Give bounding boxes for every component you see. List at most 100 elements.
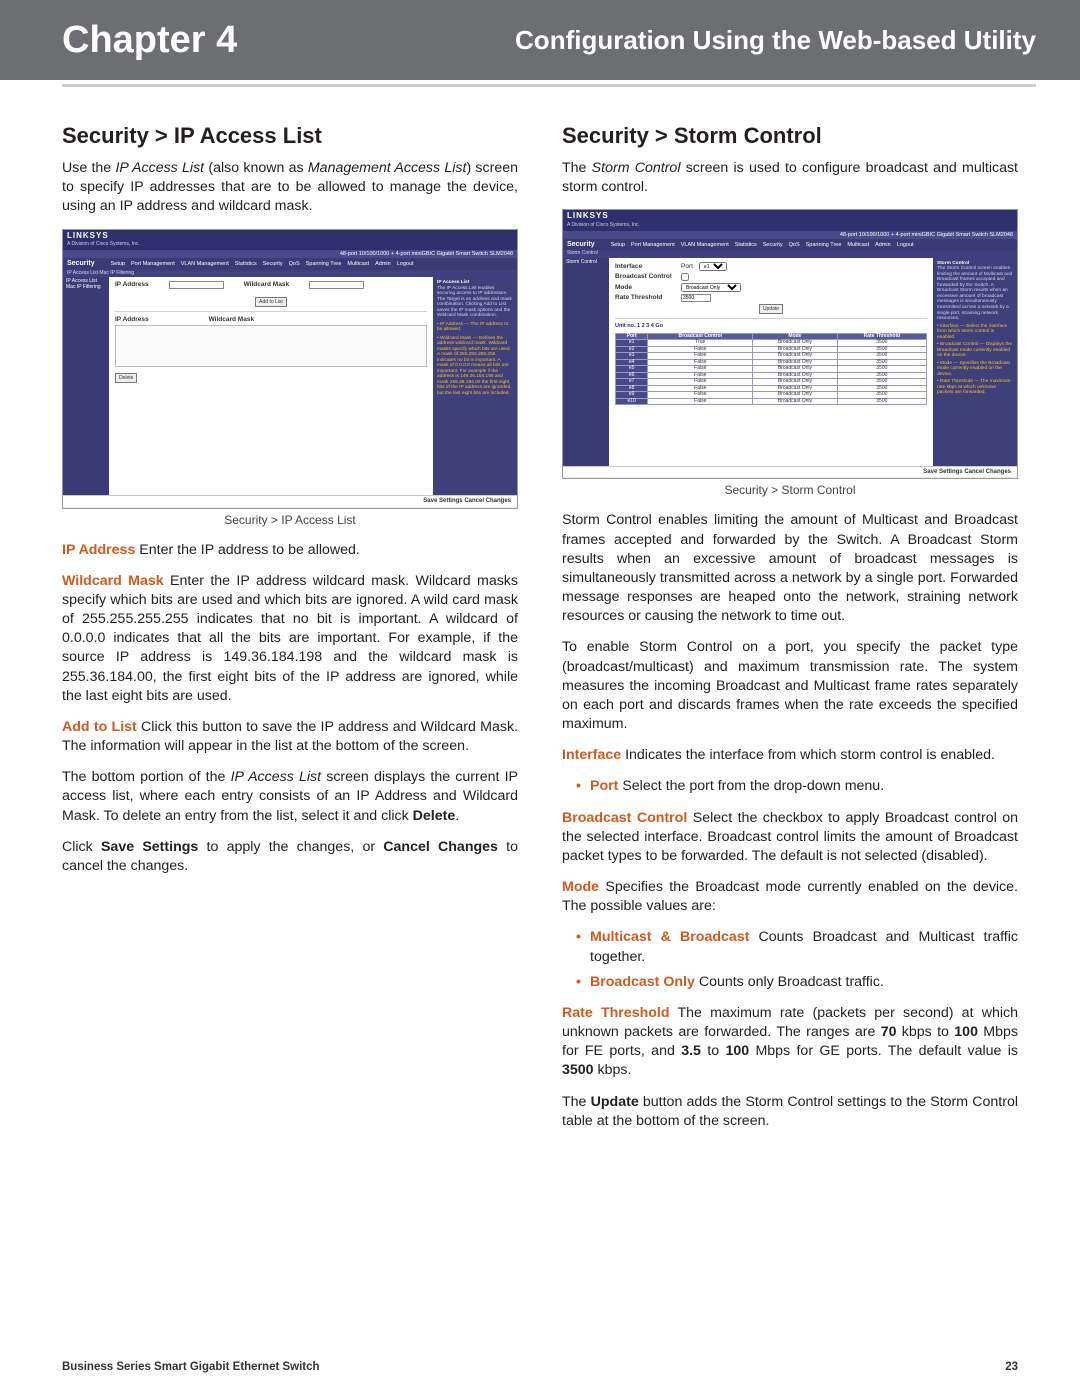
para-wildcard-mask: Wildcard Mask Enter the IP address wildc… (62, 572, 518, 706)
mock-footer-buttons[interactable]: Save Settings Cancel Changes (563, 466, 1017, 478)
mock-storm-table: Port Broadcast Control Mode Rate Thresho… (615, 333, 927, 406)
mock-label: Interface (615, 263, 675, 270)
header-rule (62, 84, 1036, 87)
intro-paragraph-sc: The Storm Control screen is used to conf… (562, 159, 1018, 197)
text: . (455, 808, 459, 824)
mock-table-row: e10FalseBroadcast Only3500 (616, 398, 927, 405)
mock-add-button[interactable]: Add to List (255, 297, 287, 307)
term-label: Interface (562, 747, 621, 763)
para-sc-enable: To enable Storm Control on a port, you s… (562, 638, 1018, 734)
mock-port-select[interactable]: e1 (699, 262, 727, 271)
figure-storm-control: LINKSYS A Division of Cisco Systems, Inc… (562, 209, 1018, 479)
mock-label: IP Address (115, 281, 149, 288)
mock-label: Port (681, 263, 693, 270)
term-label: Add to List (62, 719, 137, 735)
text: to (701, 1043, 726, 1059)
intro-paragraph-ip: Use the IP Access List (also known as Ma… (62, 159, 518, 217)
para-mode: Mode Specifies the Broadcast mode curren… (562, 878, 1018, 916)
mock-security-label: Security (567, 241, 595, 249)
mock-pager[interactable]: Unit no. 1 2 3 4 Go (615, 323, 927, 329)
mock-tab[interactable]: Setup (611, 242, 625, 248)
mock-help-text: Interface — Select the interface from wh… (937, 324, 1007, 340)
mock-update-button[interactable]: Update (759, 304, 783, 314)
mock-side-nav: Storm Control (563, 258, 609, 466)
mock-label: Broadcast Control (615, 273, 675, 280)
mock-subbrand: A Division of Cisco Systems, Inc. (63, 242, 517, 250)
term-label: IP Address (62, 542, 135, 558)
mock-tab[interactable]: Admin (375, 261, 391, 267)
mock-help-text: The Storm Control screen enables limitin… (937, 266, 1013, 321)
mock-tab[interactable]: Spanning Tree (306, 261, 342, 267)
text: Indicates the interface from which storm… (621, 747, 995, 763)
mock-tab[interactable]: QoS (289, 261, 300, 267)
mock-subtabs: Storm Control (563, 250, 1017, 258)
italic-text: IP Access List (231, 769, 321, 785)
figure-caption-sc: Security > Storm Control (562, 483, 1018, 497)
bullet-port: Port Select the port from the drop-down … (576, 777, 1018, 796)
left-column: Security > IP Access List Use the IP Acc… (62, 123, 518, 1143)
mock-tab[interactable]: VLAN Management (181, 261, 229, 267)
mock-mask-input[interactable] (309, 281, 364, 289)
term-label: Mode (562, 879, 599, 895)
mock-mode-select[interactable]: Broadcast Only (681, 283, 741, 292)
mock-tab[interactable]: Multicast (847, 242, 869, 248)
chapter-subtitle: Configuration Using the Web-based Utilit… (515, 25, 1036, 56)
italic-text: IP Access List (115, 160, 204, 176)
text: Click (62, 839, 101, 855)
mock-form-area: Interface Port e1 Broadcast Control Mode B… (609, 258, 933, 466)
bold-text: 3.5 (681, 1043, 701, 1059)
text: Counts only Broadcast traffic. (695, 974, 884, 990)
mock-side-nav: IP Access List Mac IP Filtering (63, 277, 109, 495)
mock-tab[interactable]: Spanning Tree (806, 242, 842, 248)
mock-help-text: Wildcard Mask — Defines the address wild… (437, 336, 512, 396)
mock-tab[interactable]: VLAN Management (681, 242, 729, 248)
mock-tab[interactable]: Multicast (347, 261, 369, 267)
text: kbps to (896, 1024, 954, 1040)
footer-product-name: Business Series Smart Gigabit Ethernet S… (62, 1361, 320, 1373)
mock-tab[interactable]: Statistics (235, 261, 257, 267)
mock-tabbar: Security Setup Port Management VLAN Mana… (563, 239, 1017, 251)
text: Enter the IP address to be allowed. (135, 542, 360, 558)
mock-tab[interactable]: Setup (111, 261, 125, 267)
mock-bc-checkbox[interactable] (681, 273, 689, 281)
figure-ip-access-list: LINKSYS A Division of Cisco Systems, Inc… (62, 229, 518, 509)
right-column: Security > Storm Control The Storm Contr… (562, 123, 1018, 1143)
text: The (562, 160, 592, 176)
mock-delete-button[interactable]: Delete (115, 373, 137, 383)
mock-ip-input[interactable] (169, 281, 224, 289)
mock-tab[interactable]: Statistics (735, 242, 757, 248)
mock-tab[interactable]: Logout (897, 242, 914, 248)
italic-text: Management Access List (308, 160, 467, 176)
mock-tab[interactable]: Security (263, 261, 283, 267)
term-label: Rate Threshold (562, 1005, 670, 1021)
mock-tab[interactable]: Port Management (631, 242, 675, 248)
mock-label: Rate Threshold (615, 294, 675, 301)
para-click-save: Click Save Settings to apply the changes… (62, 838, 518, 876)
italic-text: Storm Control (592, 160, 681, 176)
bold-text: Update (591, 1094, 639, 1110)
mock-subtabs: IP Access List Mac IP Filtering (63, 270, 517, 278)
mock-label: Wildcard Mask (209, 316, 254, 323)
mock-tab[interactable]: Security (763, 242, 783, 248)
mock-rt-input[interactable] (681, 294, 711, 302)
mock-product-line: 48-port 10/100/1000 + 4-port miniGBIC Gi… (63, 250, 517, 258)
mock-tab[interactable]: Port Management (131, 261, 175, 267)
para-sc-overview: Storm Control enables limiting the amoun… (562, 511, 1018, 626)
text: Use the (62, 160, 115, 176)
text: Mbps for GE ports. The default value is (749, 1043, 1018, 1059)
mock-label: IP Address (115, 316, 149, 323)
mock-footer-buttons[interactable]: Save Settings Cancel Changes (63, 495, 517, 507)
page-number: 23 (1005, 1361, 1018, 1373)
mock-td: Broadcast Only (753, 398, 838, 405)
mock-tab[interactable]: Logout (397, 261, 414, 267)
mock-tabbar: Security Setup Port Management VLAN Mana… (63, 258, 517, 270)
text: kbps. (594, 1062, 632, 1078)
chapter-header: Chapter 4 Configuration Using the Web-ba… (0, 0, 1080, 80)
chapter-title: Chapter 4 (62, 19, 237, 62)
bullet-broadcast-only: Broadcast Only Counts only Broadcast tra… (576, 973, 1018, 992)
mock-tab[interactable]: QoS (789, 242, 800, 248)
term-label: Wildcard Mask (62, 573, 164, 589)
mock-tab[interactable]: Admin (875, 242, 891, 248)
figure-caption-ip: Security > IP Access List (62, 513, 518, 527)
mock-label: Mode (615, 284, 675, 291)
